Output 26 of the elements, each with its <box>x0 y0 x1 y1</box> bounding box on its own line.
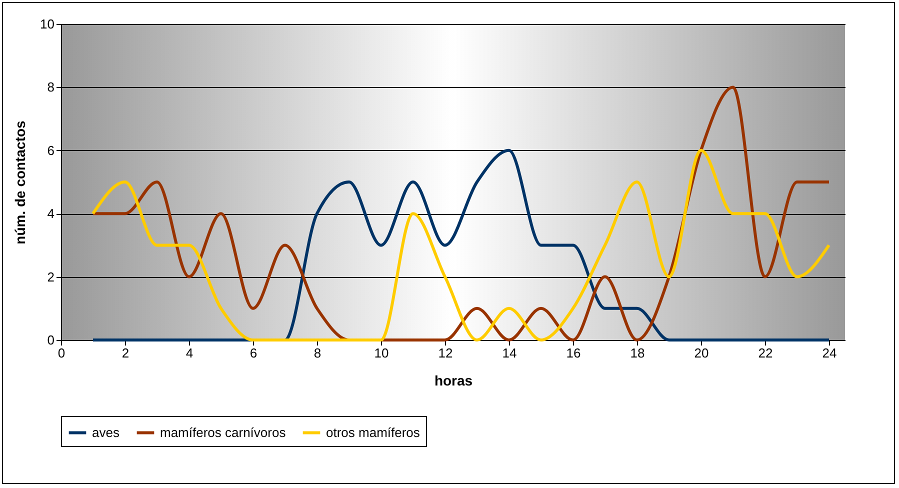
x-tick-label: 4 <box>186 346 194 360</box>
legend-label: mamíferos carnívoros <box>160 424 286 440</box>
x-tick-label: 10 <box>374 346 389 360</box>
x-tick-label: 20 <box>694 346 709 360</box>
x-tick-label: 8 <box>314 346 322 360</box>
x-tick-label: 18 <box>630 346 645 360</box>
x-tick-label: 14 <box>502 346 517 360</box>
x-tick-label: 2 <box>122 346 130 360</box>
x-tick-label: 22 <box>758 346 773 360</box>
x-tick-label: 6 <box>250 346 258 360</box>
y-tick-label: 2 <box>47 269 54 284</box>
y-tick-label: 10 <box>40 16 54 32</box>
legend-label: aves <box>92 424 120 440</box>
x-axis-title: horas <box>434 372 473 388</box>
x-tick-label: 16 <box>566 346 581 360</box>
y-tick-label: 0 <box>47 332 54 348</box>
legend-label: otros mamíferos <box>326 424 420 440</box>
x-tick-label: 0 <box>58 346 66 360</box>
x-tick-label: 24 <box>822 346 837 360</box>
y-axis-title: núm. de contactos <box>12 120 28 244</box>
line-series <box>92 148 830 342</box>
y-tick-label: 8 <box>47 80 54 95</box>
line-series <box>92 86 830 342</box>
y-tick-label: 4 <box>47 206 54 222</box>
x-tick-label: 12 <box>438 346 453 360</box>
y-tick-label: 6 <box>47 142 54 158</box>
